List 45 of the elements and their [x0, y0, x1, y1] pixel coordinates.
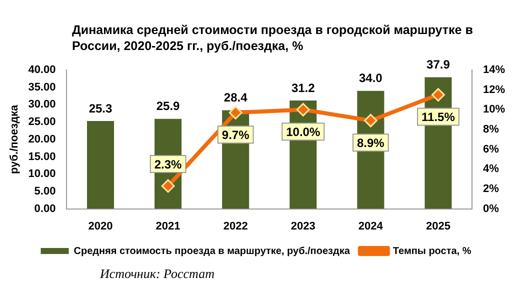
data-label: 28.4: [224, 90, 248, 105]
y-tick-label: 35.00: [28, 81, 56, 94]
y2-tick-label: 2%: [482, 183, 500, 196]
point: [161, 179, 175, 193]
y2-tick-label: 4%: [482, 163, 500, 176]
y2-tick-label: 12%: [482, 84, 506, 96]
y-axis-title: руб./поездка: [8, 104, 21, 174]
y2-tick-label: 10%: [482, 104, 506, 116]
y2-tick-label: 8%: [482, 124, 500, 136]
y-tick-label: 30.00: [28, 98, 56, 111]
text: Источник: Росстат: [100, 266, 214, 282]
x-tick-label: 2024: [358, 220, 384, 232]
x-tick-label: 2021: [156, 220, 180, 232]
data-label: 8.9%: [356, 136, 385, 150]
y-tick-label: 15.00: [28, 150, 56, 163]
legend-label: Темпы роста, %: [392, 246, 472, 257]
legend-label: Средняя стоимость проезда в маршрутке, руб./поездка: [74, 246, 350, 257]
point: [364, 114, 378, 128]
x-tick-label: 2020: [88, 220, 113, 232]
bar: [86, 121, 114, 209]
x-tick-label: 2022: [223, 220, 248, 232]
data-label: 2.3%: [154, 157, 182, 172]
chart-title: Динамика средней стоимости проезда в городской маршрутке в России, 2020-2025 гг., руб./поездка, %: [72, 22, 474, 54]
y-tick-label: 40.00: [28, 64, 56, 76]
x-tick-label: 2023: [290, 220, 316, 232]
data-label: 9.7%: [222, 128, 250, 142]
data-label: 37.9: [426, 58, 450, 72]
data-label: 31.2: [291, 80, 316, 95]
y2-tick-label: 0%: [482, 202, 500, 215]
data-label: 11.5%: [422, 110, 456, 124]
y-tick-label: 10.00: [28, 168, 56, 180]
data-label: 25.3: [88, 101, 112, 116]
y-tick-label: 5.00: [34, 185, 56, 198]
y2-tick-label: 6%: [482, 143, 500, 156]
point: [228, 106, 242, 120]
y-tick-label: 20.00: [28, 133, 56, 146]
data-label: 25.9: [156, 99, 180, 114]
y2-tick-label: 14%: [482, 64, 506, 76]
data-label: 34.0: [358, 71, 383, 86]
x-tick-label: 2025: [426, 220, 450, 232]
data-label: 10.0%: [286, 124, 320, 139]
point: [296, 102, 310, 116]
y-tick-label: 0.00: [34, 202, 56, 215]
point: [431, 88, 445, 102]
y-tick-label: 25.00: [28, 116, 56, 128]
